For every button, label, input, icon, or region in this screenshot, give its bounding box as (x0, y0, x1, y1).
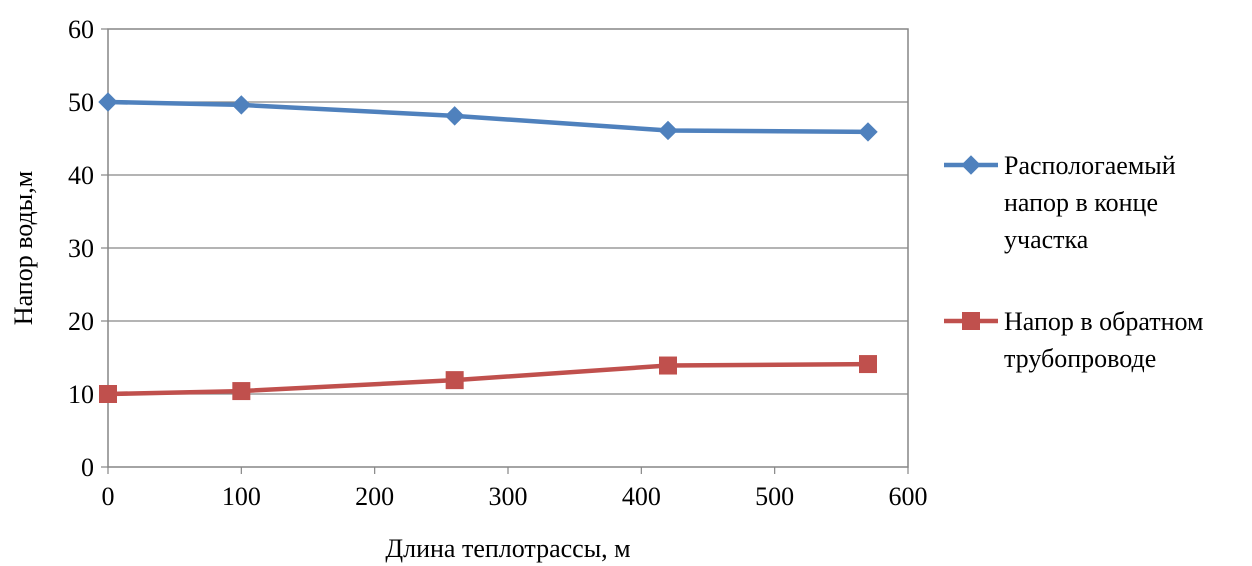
legend-label: напор в конце (1004, 188, 1158, 217)
legend-label: Напор в обратном (1004, 307, 1204, 336)
series-2 (99, 355, 877, 403)
legend-swatch-marker (962, 312, 980, 330)
legend-label: Распологаемый (1004, 151, 1176, 180)
series-2-point (859, 355, 877, 374)
series-2-point (659, 356, 677, 375)
x-tick-label: 100 (222, 482, 261, 511)
y-tick-label: 60 (68, 15, 94, 44)
y-axis-title: Напор воды,м (9, 171, 38, 325)
legend-item-1: Распологаемый напор в конце участка (944, 151, 1176, 254)
y-tick-label: 0 (81, 453, 94, 482)
x-tick-label: 500 (755, 482, 794, 511)
x-tick-label: 0 (102, 482, 115, 511)
series-1-point (98, 92, 118, 112)
legend-label: участка (1004, 225, 1089, 254)
x-tick-label: 300 (489, 482, 528, 511)
legend: Распологаемый напор в конце участка Напор в… (944, 151, 1204, 373)
y-tick-label: 40 (68, 161, 94, 190)
series-1-point (231, 95, 252, 115)
x-axis-title: Длина теплотрассы, м (385, 534, 630, 563)
series-2-point (445, 371, 464, 390)
y-tick-label: 30 (68, 234, 94, 263)
y-tick-label: 10 (68, 380, 94, 409)
x-tick-label: 600 (889, 482, 928, 511)
series-1-point (658, 120, 678, 141)
x-axis-tick-labels: 0 100 200 300 400 500 600 (102, 482, 928, 511)
legend-label: трубопроводе (1004, 344, 1156, 373)
series-2-point (99, 385, 117, 403)
series-1-point (444, 106, 465, 126)
y-axis-tick-labels: 0 10 20 30 40 50 60 (68, 15, 94, 482)
legend-item-2: Напор в обратном трубопроводе (944, 307, 1204, 373)
x-tick-label: 200 (355, 482, 394, 511)
series-2-point (232, 382, 251, 401)
series-1-point (858, 122, 878, 142)
series-layer (98, 92, 878, 403)
y-tick-label: 50 (68, 88, 94, 117)
x-tick-label: 400 (622, 482, 661, 511)
series-1 (98, 92, 878, 142)
legend-swatch-marker (961, 155, 981, 175)
y-tick-label: 20 (68, 307, 94, 336)
